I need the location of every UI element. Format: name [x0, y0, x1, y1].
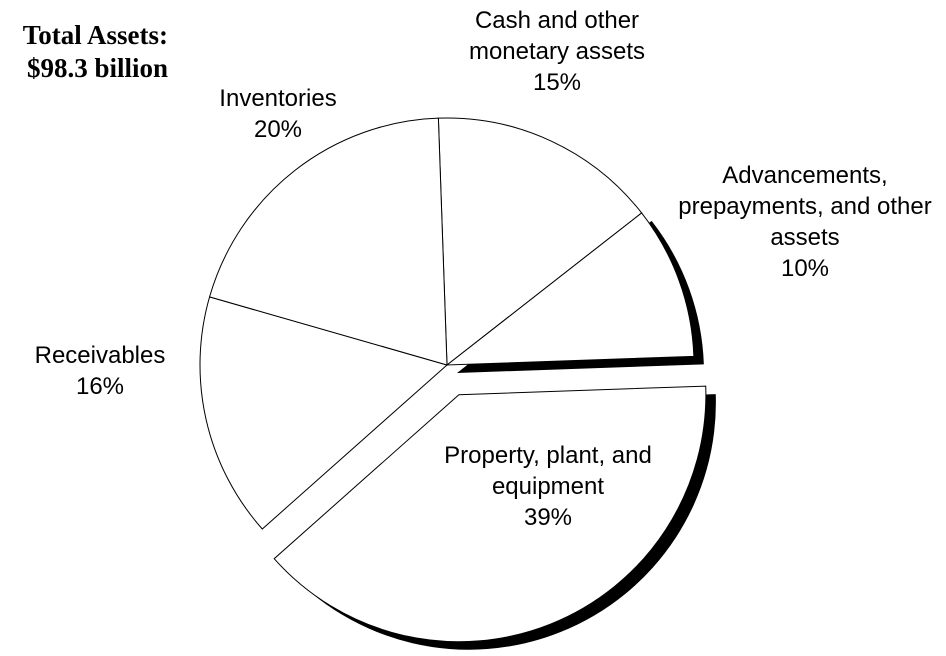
slice: [437, 117, 643, 366]
category-label: Advancements, prepayments, and other ass…: [678, 162, 932, 251]
slice: [445, 212, 695, 366]
category-label: Cash and other monetary assets: [468, 7, 646, 65]
slice-label: Property, plant, and equipment 39%: [428, 440, 668, 533]
slice-label: Inventories 20%: [178, 83, 378, 145]
slice-label: Cash and other monetary assets 15%: [427, 5, 687, 98]
slice-label: Receivables 16%: [0, 340, 200, 402]
value-label: 20%: [253, 116, 303, 143]
chart-subtitle: $98.3 billion: [26, 53, 168, 83]
slice: [208, 117, 448, 366]
category-label: Property, plant, and equipment: [444, 442, 652, 500]
category-label: Receivables: [34, 342, 166, 369]
slice: [273, 385, 707, 643]
chart-title: Total Assets:: [22, 20, 168, 50]
category-label: Inventories: [219, 85, 337, 112]
slice-label: Advancements, prepayments, and other ass…: [670, 160, 940, 284]
value-label: 16%: [75, 373, 125, 400]
slice: [199, 296, 449, 530]
value-label: 15%: [532, 69, 582, 96]
value-label: 10%: [780, 255, 830, 282]
value-label: 39%: [523, 504, 573, 531]
